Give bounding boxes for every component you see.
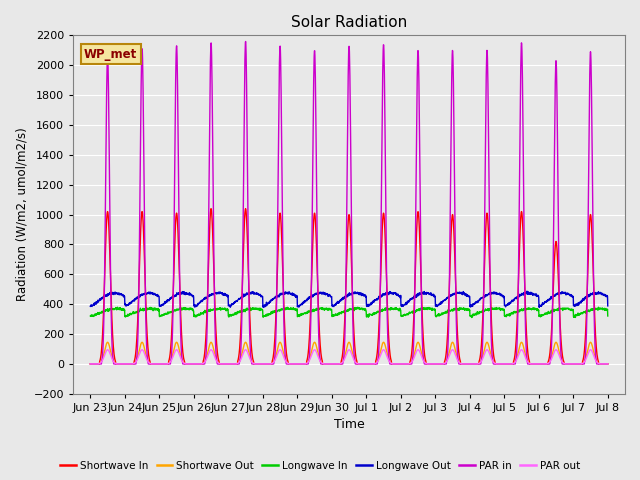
X-axis label: Time: Time	[333, 419, 364, 432]
Y-axis label: Radiation (W/m2, umol/m2/s): Radiation (W/m2, umol/m2/s)	[15, 128, 28, 301]
Legend: Shortwave In, Shortwave Out, Longwave In, Longwave Out, PAR in, PAR out: Shortwave In, Shortwave Out, Longwave In…	[56, 456, 584, 475]
Title: Solar Radiation: Solar Radiation	[291, 15, 407, 30]
Text: WP_met: WP_met	[84, 48, 138, 61]
